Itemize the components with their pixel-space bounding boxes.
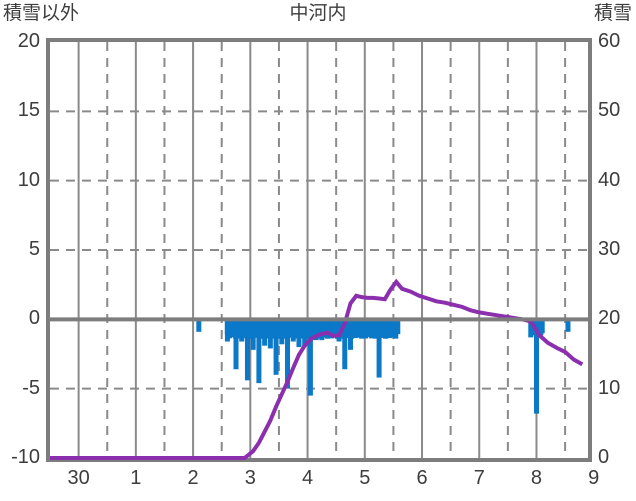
y-tick-right-0: 0 bbox=[598, 446, 610, 468]
y-tick-left-20: 20 bbox=[17, 30, 40, 52]
x-tick-2: 2 bbox=[187, 467, 199, 489]
x-tick-1: 1 bbox=[130, 467, 142, 489]
y-tick-left-10: 10 bbox=[17, 168, 40, 191]
x-tick-8: 8 bbox=[530, 467, 543, 489]
y-tick-left--10: -10 bbox=[11, 446, 40, 468]
x-tick-6: 6 bbox=[416, 467, 428, 489]
bar-series-precipitation bbox=[196, 319, 571, 414]
y-tick-right-30: 30 bbox=[598, 238, 621, 260]
y-tick-right-10: 10 bbox=[598, 376, 621, 399]
plot-area bbox=[50, 42, 588, 460]
line-series-snow-depth bbox=[50, 278, 584, 460]
y-tick-right-20: 20 bbox=[598, 307, 621, 330]
gridlines bbox=[50, 42, 588, 458]
x-tick-4: 4 bbox=[301, 467, 314, 489]
y-tick-left-15: 15 bbox=[17, 99, 40, 122]
x-tick-3: 3 bbox=[244, 467, 256, 489]
left-axis-title: 積雪以外 bbox=[3, 3, 80, 24]
x-tick-30: 30 bbox=[67, 467, 90, 489]
x-tick-9: 9 bbox=[588, 467, 600, 489]
right-axis-title: 積雪 bbox=[593, 3, 632, 24]
y-tick-right-50: 50 bbox=[598, 99, 621, 122]
y-tick-left-5: 5 bbox=[28, 238, 40, 260]
x-tick-5: 5 bbox=[359, 467, 371, 489]
y-tick-left-0: 0 bbox=[28, 307, 40, 330]
y-tick-left--5: -5 bbox=[22, 376, 40, 399]
y-tick-right-60: 60 bbox=[598, 30, 621, 52]
page-title: 中河内 bbox=[289, 3, 347, 24]
y-tick-right-40: 40 bbox=[598, 168, 621, 191]
x-tick-7: 7 bbox=[473, 467, 485, 489]
